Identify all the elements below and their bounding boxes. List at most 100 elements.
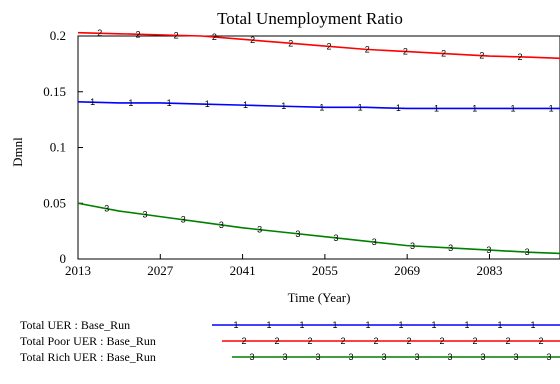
series-point-marker: 1 [549, 103, 554, 113]
legend-marker: 1 [299, 320, 304, 330]
y-tick-label: 0 [60, 251, 67, 266]
series-line [77, 100, 560, 110]
x-tick-label: 2041 [230, 263, 256, 278]
series-point-marker: 1 [167, 98, 172, 108]
legend-marker: 1 [464, 320, 469, 330]
plot-frame [77, 35, 560, 260]
legend-marker: 3 [414, 352, 419, 362]
series-1: 1 1 1 1 1 1 1 1 1 1 1 1 1 [77, 97, 560, 113]
series-point-marker: 1 [90, 97, 95, 107]
series-point-marker: 2 [479, 51, 484, 61]
series-3: 3 3 3 3 3 3 3 3 3 3 3 3 [77, 202, 560, 257]
series-point-marker: 1 [358, 102, 363, 112]
series-point-marker: 1 [281, 101, 286, 111]
plot-area [77, 35, 560, 260]
series-point-marker: 1 [319, 102, 324, 112]
y-axis-ticks: 0 0.05 0.1 0.15 0.2 [43, 28, 83, 266]
legend-marker: 2 [439, 336, 444, 346]
series-point-marker: 3 [334, 233, 339, 243]
series-point-marker: 1 [472, 103, 477, 113]
series-point-marker: 2 [212, 32, 217, 42]
series-point-marker: 2 [97, 28, 102, 38]
series-point-marker: 3 [372, 237, 377, 247]
series-point-marker: 2 [441, 49, 446, 59]
legend-marker: 3 [546, 352, 551, 362]
series-point-marker: 3 [104, 204, 109, 214]
series-point-marker: 1 [128, 98, 133, 108]
x-tick-label: 2069 [394, 263, 420, 278]
legend-marker: 2 [241, 336, 246, 346]
legend-marker: 3 [513, 352, 518, 362]
series-point-marker: 3 [525, 247, 530, 257]
series-point-marker: 3 [181, 215, 186, 225]
series-point-marker: 2 [365, 44, 370, 54]
series-point-marker: 1 [205, 99, 210, 109]
legend-entry: Total UER : Base_Run 1 1 1 1 1 1 1 1 1 1 [20, 318, 560, 332]
legend-marker: 2 [373, 336, 378, 346]
legend-marker: 1 [233, 320, 238, 330]
series-point-marker: 2 [288, 38, 293, 48]
y-tick-label: 0.15 [43, 84, 66, 99]
legend-marker: 1 [332, 320, 337, 330]
legend-marker: 3 [447, 352, 452, 362]
series-point-marker: 2 [518, 52, 523, 62]
series-point-marker: 2 [250, 35, 255, 45]
legend-marker: 2 [340, 336, 345, 346]
series-point-marker: 1 [243, 100, 248, 110]
legend-marker: 3 [249, 352, 254, 362]
series-point-marker: 1 [396, 103, 401, 113]
series-point-marker: 3 [295, 229, 300, 239]
x-tick-label: 2083 [476, 263, 502, 278]
series-point-marker: 2 [326, 41, 331, 51]
legend-marker: 2 [274, 336, 279, 346]
legend-marker: 3 [315, 352, 320, 362]
series-point-marker: 3 [410, 241, 415, 251]
x-tick-label: 2055 [312, 263, 338, 278]
legend-marker: 2 [472, 336, 477, 346]
legend-label: Total Poor UER : Base_Run [20, 334, 156, 348]
x-tick-label: 2013 [65, 263, 91, 278]
series-point-marker: 1 [434, 103, 439, 113]
legend-marker: 1 [365, 320, 370, 330]
legend-marker: 3 [480, 352, 485, 362]
legend-marker: 1 [530, 320, 535, 330]
series-lines: 1 1 1 1 1 1 1 1 1 1 1 1 1 2 2 2 2 2 2 2 2 2 2 2 2 3 3 3 3 3 3 3 3 3 3 3 3 [77, 28, 560, 257]
legend-label: Total Rich UER : Base_Run [20, 350, 156, 364]
legend-entry: Total Poor UER : Base_Run 2 2 2 2 2 2 2 2 2 2 [20, 334, 560, 348]
y-tick-label: 0.05 [43, 195, 66, 210]
series-line [77, 202, 560, 255]
legend-marker: 3 [282, 352, 287, 362]
legend-marker: 2 [538, 336, 543, 346]
series-point-marker: 3 [143, 210, 148, 220]
series-point-marker: 3 [219, 220, 224, 230]
legend-marker: 2 [505, 336, 510, 346]
legend-marker: 1 [266, 320, 271, 330]
chart-title: Total Unemployment Ratio [217, 9, 403, 28]
legend: Total UER : Base_Run 1 1 1 1 1 1 1 1 1 1 Total Poor… [20, 318, 560, 364]
x-axis-ticks: 2013 2027 2041 2055 2069 2083 [65, 254, 502, 278]
y-tick-label: 0.2 [50, 28, 66, 43]
series-point-marker: 2 [135, 29, 140, 39]
series-2: 2 2 2 2 2 2 2 2 2 2 2 2 [77, 28, 560, 62]
series-point-marker: 2 [403, 47, 408, 57]
legend-entry: Total Rich UER : Base_Run 3 3 3 3 3 3 3 3 3 3 [20, 350, 560, 364]
legend-marker: 3 [381, 352, 386, 362]
legend-marker: 3 [348, 352, 353, 362]
y-tick-label: 0.1 [50, 140, 66, 155]
series-line [77, 31, 560, 60]
legend-label: Total UER : Base_Run [20, 318, 130, 332]
series-point-marker: 3 [486, 245, 491, 255]
legend-marker: 1 [398, 320, 403, 330]
legend-marker: 1 [431, 320, 436, 330]
x-axis-label: Time (Year) [288, 290, 351, 305]
series-point-marker: 1 [510, 103, 515, 113]
series-point-marker: 3 [448, 243, 453, 253]
y-axis-label: Dmnl [10, 137, 25, 167]
legend-marker: 2 [406, 336, 411, 346]
series-point-marker: 2 [174, 30, 179, 40]
legend-marker: 2 [307, 336, 312, 346]
x-tick-label: 2027 [147, 263, 174, 278]
series-point-marker: 3 [257, 225, 262, 235]
